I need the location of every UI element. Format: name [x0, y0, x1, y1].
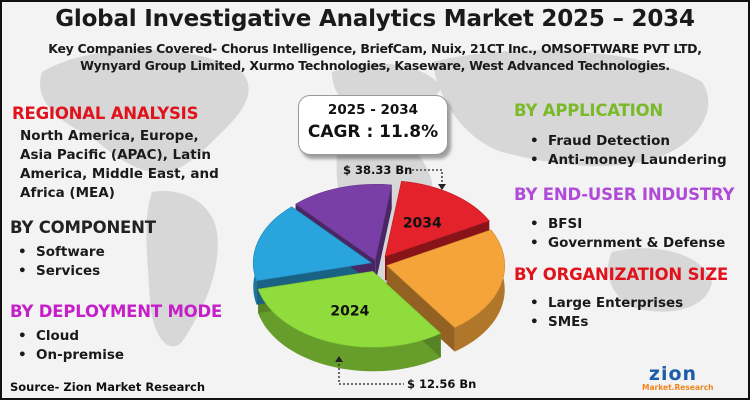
slice-label-2024: 2024 [330, 303, 369, 319]
application-item-fraud-detection: Fraud Detection [526, 132, 727, 151]
pie-slice-4 [295, 183, 393, 261]
by-deployment-heading: BY DEPLOYMENT MODE [10, 302, 223, 321]
regional-analysis-heading: REGIONAL ANALYSIS [12, 104, 199, 123]
by-org-size-heading: BY ORGANIZATION SIZE [514, 265, 729, 284]
cagr-period: 2025 - 2034 [327, 102, 419, 118]
pie-slice-wall-1-1 [386, 265, 455, 352]
pie-slice-2 [257, 270, 442, 348]
page-title: Global Investigative Analytics Market 20… [55, 6, 695, 32]
by-application-heading: BY APPLICATION [514, 101, 664, 120]
logo-wordmark: zion [648, 363, 698, 385]
application-item-anti-money-laundering: Anti-money Laundering [526, 151, 727, 170]
deployment-item-on-premise: On-premise [14, 346, 124, 365]
cagr-value: CAGR : 11.8% [307, 122, 439, 142]
pie-slice-side-2 [258, 289, 441, 372]
pie-slice-3 [252, 206, 373, 282]
deployment-item-cloud: Cloud [14, 327, 124, 346]
by-component-heading: BY COMPONENT [10, 218, 156, 237]
zion-logo: zion Market.Research [642, 363, 714, 395]
org-size-item-smes: SMEs [526, 313, 683, 332]
callout-2034-line [412, 169, 443, 186]
pie-slice-1 [386, 229, 505, 328]
logo-subtext: Market.Research [642, 383, 714, 392]
source-text: Source- Zion Market Research [10, 380, 206, 394]
end-user-item-bfsi: BFSI [526, 215, 725, 234]
component-item-software: Software [14, 243, 105, 262]
slice-label-2034: 2034 [403, 215, 442, 231]
by-application-list: Fraud Detection Anti-money Laundering [526, 132, 727, 170]
pie-slice-wall-4-1 [375, 185, 392, 285]
by-deployment-list: Cloud On-premise [14, 327, 124, 365]
callout-2034-arrow [438, 184, 446, 190]
pie-tops [252, 180, 505, 348]
cagr-box: 2025 - 2034 CAGR : 11.8% [298, 95, 448, 155]
callout-2024-arrow [335, 356, 343, 362]
by-end-user-list: BFSI Government & Defense [526, 215, 725, 253]
key-companies-text: Key Companies Covered- Chorus Intelligen… [48, 41, 702, 73]
by-org-size-list: Large Enterprises SMEs [526, 294, 683, 332]
regional-analysis-text: North America, Europe, Asia Pacific (APA… [20, 128, 219, 201]
by-end-user-heading: BY END-USER INDUSTRY [514, 185, 735, 204]
callout-2024: $ 12.56 Bn [335, 356, 476, 391]
callout-2034-value: $ 38.33 Bn [343, 163, 412, 177]
org-size-item-large-enterprises: Large Enterprises [526, 294, 683, 313]
callout-2024-value: $ 12.56 Bn [407, 377, 476, 391]
component-item-services: Services [14, 262, 105, 281]
by-component-list: Software Services [14, 243, 105, 281]
callout-2034: $ 38.33 Bn [343, 163, 446, 190]
callout-2024-line [338, 360, 404, 385]
end-user-item-government-defense: Government & Defense [526, 234, 725, 253]
pie-slice-0 [384, 180, 490, 258]
